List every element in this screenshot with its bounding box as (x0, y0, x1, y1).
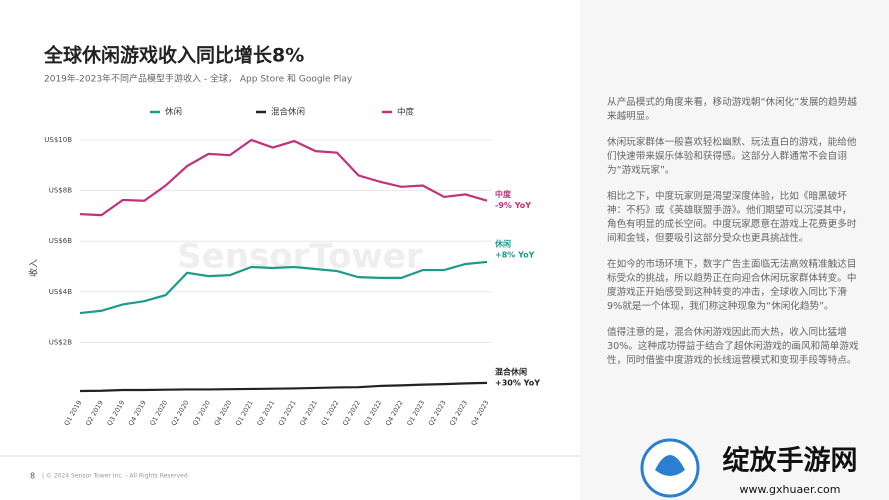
x-tick-label: Q3 2019 (105, 399, 126, 427)
x-tick-label: Q3 2023 (448, 399, 469, 427)
x-tick-label: Q2 2023 (427, 399, 448, 427)
chart-subtitle: 2019年-2023年不同产品模型手游收入 - 全球， App Store 和 … (44, 73, 353, 85)
paragraph: 值得注意的是，混合休闲游戏因此而大热，收入同比猛增30%。这种成功得益于结合了超… (607, 327, 859, 366)
end-label: 混合休闲 (495, 366, 527, 376)
x-tick-label: Q4 2019 (127, 399, 148, 427)
x-tick-label: Q2 2020 (170, 399, 191, 427)
x-tick-label: Q2 2021 (255, 399, 276, 427)
site-logo-icon (655, 455, 685, 476)
y-tick-label: US$2B (49, 338, 72, 346)
x-tick-label: Q4 2022 (384, 399, 405, 427)
x-tick-label: Q1 2023 (405, 399, 426, 427)
series-line (79, 381, 488, 393)
x-tick-label: Q1 2020 (148, 399, 169, 427)
x-tick-label: Q3 2022 (362, 399, 383, 427)
series-line (79, 260, 488, 315)
site-url: www.gxhuaer.com (740, 483, 841, 496)
legend-label: 混合休闲 (271, 107, 305, 118)
end-label: 中度 (495, 189, 512, 199)
paragraph: 相比之下，中度玩家则是渴望深度体验，比如《暗黑破坏神：不朽》或《英雄联盟手游》。… (607, 191, 857, 244)
y-tick-label: US$6B (49, 237, 72, 245)
legend-label: 中度 (397, 107, 415, 118)
y-tick-label: US$10B (44, 136, 72, 144)
x-tick-label: Q1 2021 (234, 399, 255, 427)
x-tick-label: Q1 2022 (320, 399, 341, 427)
yoy-label: +30% YoY (495, 378, 540, 387)
chart-title: 全球休闲游戏收入同比增长8% (43, 44, 304, 67)
site-name: 绽放手游网 (723, 445, 858, 477)
x-tick-label: Q3 2021 (277, 399, 298, 427)
y-axis-label: 收入 (28, 259, 40, 277)
y-tick-label: US$8B (49, 187, 72, 195)
x-tick-label: Q3 2020 (191, 399, 212, 427)
y-tick-label: US$4B (49, 288, 72, 296)
sidebar-text: 从产品模式的角度来看，移动游戏朝“休闲化”发展的趋势越来越明显。休闲玩家群体一般… (607, 96, 859, 380)
chart-watermark: SensorTower (177, 237, 423, 277)
copyright: | © 2024 Sensor Tower Inc. - All Rights … (42, 473, 188, 480)
paragraph: 从产品模式的角度来看，移动游戏朝“休闲化”发展的趋势越来越明显。 (607, 97, 857, 122)
x-tick-label: Q2 2019 (84, 399, 105, 427)
yoy-label: -9% YoY (495, 201, 531, 210)
paragraph: 休闲玩家群体一般喜欢轻松幽默、玩法直白的游戏，能给他们快速带来娱乐体验和获得感。… (607, 137, 857, 176)
series-line (79, 138, 488, 217)
end-label: 休闲 (494, 238, 511, 248)
x-tick-label: Q4 2023 (470, 399, 491, 427)
legend-label: 休闲 (165, 107, 182, 118)
x-tick-label: Q4 2020 (213, 399, 234, 427)
x-tick-label: Q2 2022 (341, 399, 362, 427)
page-number: 8 (30, 472, 35, 481)
paragraph: 在如今的市场环境下，数字广告主面临无法高效精准触达目标受众的挑战，所以趋势正在向… (607, 259, 857, 312)
x-tick-label: Q1 2019 (63, 399, 84, 427)
yoy-label: +8% YoY (495, 250, 535, 259)
x-tick-label: Q4 2021 (298, 399, 319, 427)
sidebar (580, 0, 889, 500)
